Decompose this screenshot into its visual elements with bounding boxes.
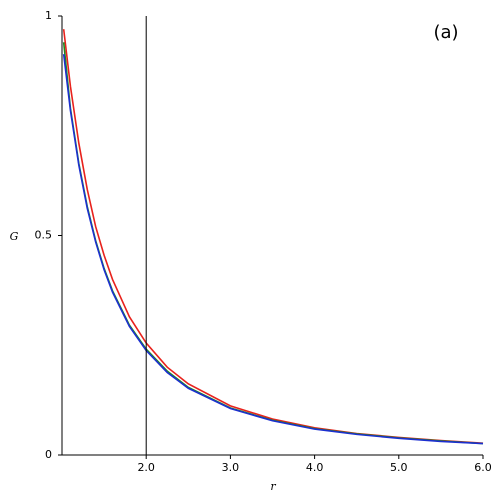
x-tick-label: 4.0 bbox=[306, 461, 324, 474]
x-tick-label: 5.0 bbox=[390, 461, 408, 474]
y-tick-label: 0.5 bbox=[35, 229, 53, 242]
x-tick-label: 3.0 bbox=[222, 461, 240, 474]
y-tick-label: 1 bbox=[45, 9, 52, 22]
x-tick-label: 2.0 bbox=[137, 461, 155, 474]
series-line bbox=[62, 42, 484, 445]
y-axis-label: G bbox=[10, 230, 19, 243]
series-line bbox=[62, 29, 484, 444]
y-tick-label: 0 bbox=[45, 448, 52, 461]
x-tick-label: 6.0 bbox=[474, 461, 492, 474]
x-axis-label: r bbox=[270, 480, 276, 493]
annotation: (a) bbox=[433, 22, 458, 43]
series-line bbox=[62, 54, 484, 445]
